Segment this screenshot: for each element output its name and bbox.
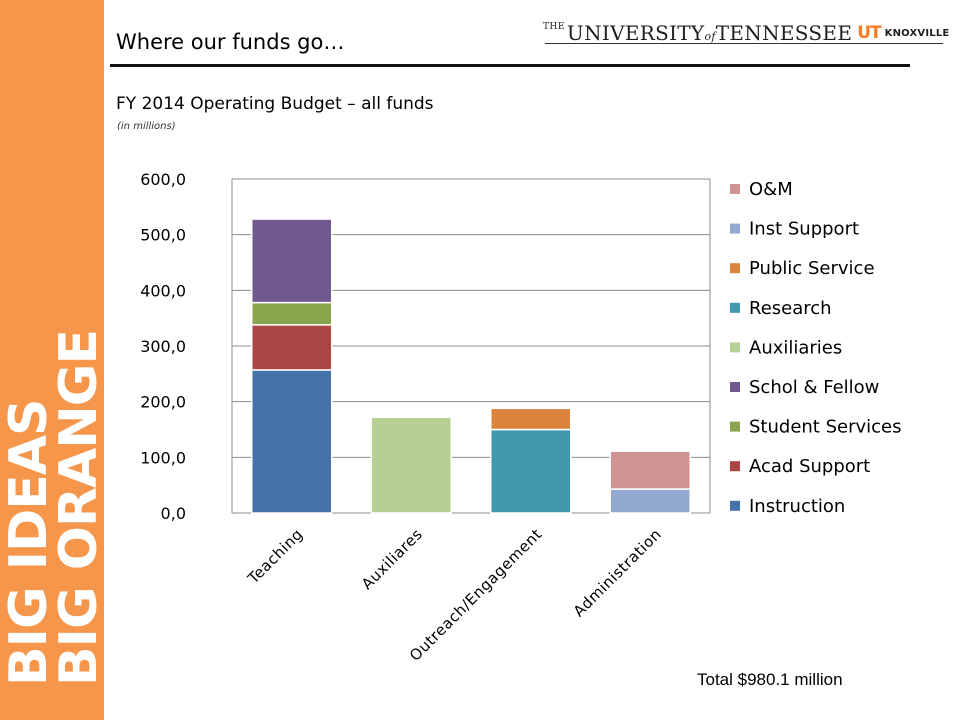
chart-units-note: (in millions) <box>117 121 176 132</box>
x-tick-label: Administration <box>570 525 665 620</box>
legend-label: Acad Support <box>749 456 870 477</box>
legend-swatch <box>730 184 740 194</box>
bar-segment <box>251 369 333 514</box>
sidebar-line-1: BIG ORANGE <box>49 330 104 686</box>
total-amount: Total $980.1 million <box>697 670 843 689</box>
logo-university: UNIVERSITY <box>566 21 705 45</box>
bar-segment <box>490 407 572 431</box>
y-tick-label: 100,0 <box>140 448 186 467</box>
logo-of: of <box>704 30 716 43</box>
big-orange-big-ideas-logo: BIG ORANGE BIG IDEAS <box>0 330 104 687</box>
legend-label: O&M <box>749 179 793 200</box>
legend-swatch <box>730 382 740 392</box>
bar-segment <box>490 428 572 514</box>
logo-tennessee: TENNESSEE <box>715 21 853 45</box>
y-tick-label: 0,0 <box>161 504 186 523</box>
y-tick-label: 600,0 <box>140 170 186 189</box>
legend-label: Student Services <box>749 417 901 438</box>
legend-label: Public Service <box>749 258 875 279</box>
legend-label: Auxiliaries <box>749 337 842 358</box>
legend-label: Schol & Fellow <box>749 377 879 398</box>
logo-the: THE <box>543 22 565 32</box>
chart-subtitle: FY 2014 Operating Budget – all funds <box>116 94 434 114</box>
sidebar-line-2: BIG IDEAS <box>0 400 59 687</box>
slide-title: Where our funds go… <box>116 30 345 54</box>
legend-swatch <box>730 263 740 274</box>
logo-campus: KNOXVILLE <box>884 27 950 39</box>
bar-segment <box>609 450 691 490</box>
legend-label: Instruction <box>749 496 845 517</box>
legend-swatch <box>730 421 740 432</box>
logo-underline <box>545 43 943 44</box>
y-tick-label: 500,0 <box>140 226 186 245</box>
legend-label: Inst Support <box>749 219 859 240</box>
x-tick-label: Teaching <box>244 525 307 588</box>
legend-swatch <box>730 302 740 313</box>
y-tick-label: 400,0 <box>140 281 186 300</box>
y-tick-label: 300,0 <box>140 337 186 356</box>
title-divider <box>110 64 910 67</box>
x-tick-label: Auxiliares <box>358 525 426 593</box>
legend-swatch <box>730 223 740 234</box>
bar-segment <box>609 488 691 514</box>
sidebar-brand-band: BIG ORANGE BIG IDEAS <box>0 0 104 720</box>
university-logo: THE UNIVERSITYofTENNESSEE UT KNOXVILLE <box>543 20 949 46</box>
y-tick-label: 200,0 <box>140 393 186 412</box>
bar-segment <box>251 218 333 304</box>
legend-swatch <box>730 461 740 472</box>
legend-label: Research <box>749 298 832 319</box>
bar-segment <box>251 324 333 371</box>
x-tick-label: Outreach/Engagement <box>406 525 546 665</box>
legend-swatch <box>730 500 740 511</box>
bar-segment <box>370 416 452 514</box>
legend-swatch <box>730 342 740 353</box>
logo-university-name: UNIVERSITYofTENNESSEE <box>567 21 852 45</box>
ut-mark-icon: UT <box>857 23 881 43</box>
bar-segment <box>251 301 333 326</box>
